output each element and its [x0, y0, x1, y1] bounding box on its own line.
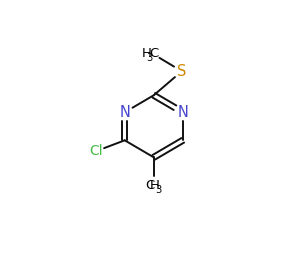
Text: N: N: [177, 105, 188, 120]
Text: H: H: [142, 47, 152, 60]
Text: H: H: [149, 179, 159, 192]
Text: 3: 3: [155, 185, 161, 195]
Text: S: S: [177, 64, 187, 79]
Text: C: C: [146, 179, 155, 192]
Text: 3: 3: [147, 53, 153, 63]
Text: C: C: [149, 47, 158, 60]
Text: N: N: [119, 105, 130, 120]
Text: Cl: Cl: [89, 144, 103, 158]
